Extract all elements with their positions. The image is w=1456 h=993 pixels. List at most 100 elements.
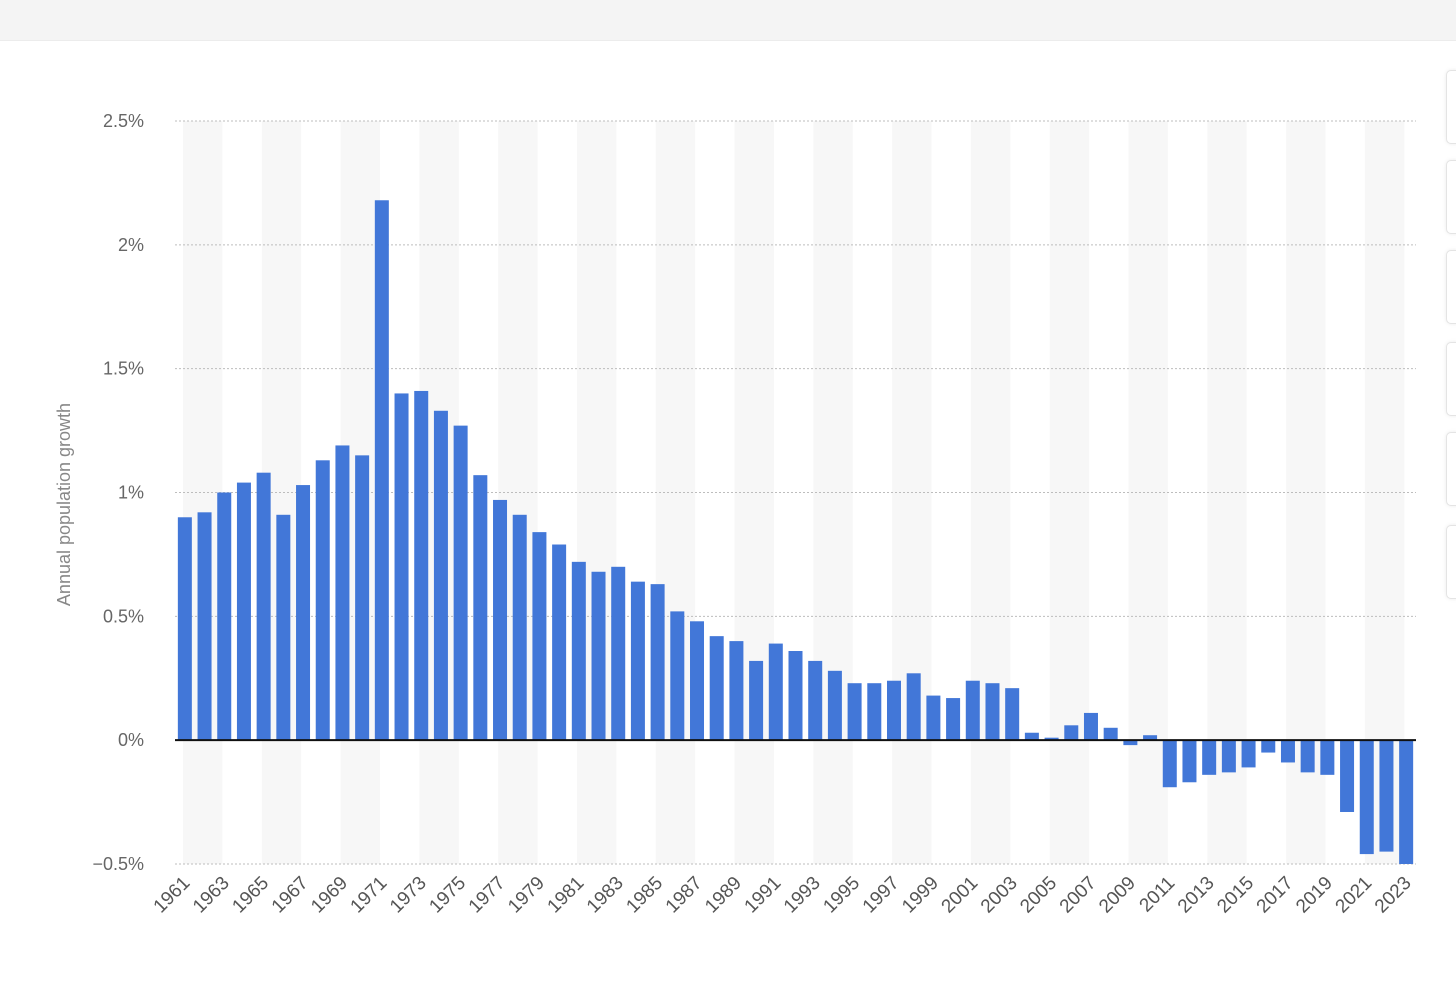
bar	[1221, 740, 1236, 773]
bar	[552, 544, 567, 741]
side-toolbar	[1444, 0, 1456, 993]
bar	[1044, 737, 1059, 741]
bar	[1103, 727, 1118, 741]
y-axis-title: Annual population growth	[54, 403, 74, 606]
bar	[906, 673, 921, 741]
bar	[512, 514, 527, 741]
side-tool-button[interactable]	[1446, 250, 1456, 324]
bar	[630, 581, 645, 741]
bar	[650, 584, 665, 741]
bar	[1123, 740, 1138, 746]
x-tick-label: 1981	[544, 873, 589, 918]
bar	[1399, 740, 1414, 864]
bar	[1379, 740, 1394, 852]
side-tool-button[interactable]	[1446, 160, 1456, 234]
bar	[709, 636, 724, 741]
gridlines	[175, 120, 1416, 865]
bar	[1162, 740, 1177, 788]
x-tick-label: 1987	[662, 873, 707, 918]
bar	[788, 651, 803, 741]
bar	[493, 499, 508, 741]
x-tick-label: 2015	[1213, 873, 1258, 918]
bar	[965, 680, 980, 741]
x-tick-label: 1977	[465, 873, 510, 918]
bar	[611, 566, 626, 741]
bar	[256, 472, 271, 741]
bar	[197, 512, 212, 741]
bar	[1143, 735, 1158, 741]
side-tool-button[interactable]	[1446, 525, 1456, 599]
bar	[236, 482, 251, 741]
y-tick-label: 0%	[118, 730, 144, 750]
y-tick-label: −0.5%	[92, 854, 144, 874]
x-tick-label: 1967	[268, 873, 313, 918]
x-axis-ticks: 1961196319651967196919711973197519771979…	[150, 873, 1416, 918]
bar	[1182, 740, 1197, 783]
x-tick-label: 1961	[150, 873, 195, 918]
side-tool-button[interactable]	[1446, 342, 1456, 416]
bar	[946, 698, 961, 741]
bar	[847, 683, 862, 741]
side-tool-button[interactable]	[1446, 70, 1456, 144]
x-tick-label: 1963	[189, 873, 234, 918]
bar	[926, 695, 941, 741]
bar	[315, 460, 330, 741]
bar	[1083, 712, 1098, 741]
bar	[670, 611, 685, 741]
x-tick-label: 1975	[425, 873, 470, 918]
bar	[276, 514, 291, 741]
x-tick-label: 2023	[1371, 873, 1416, 918]
bar	[355, 455, 370, 741]
bar	[1320, 740, 1335, 775]
y-tick-label: 2.5%	[103, 111, 144, 131]
x-tick-label: 1969	[307, 873, 352, 918]
x-tick-label: 2005	[1016, 873, 1061, 918]
bar	[414, 390, 429, 741]
x-tick-label: 1973	[386, 873, 431, 918]
x-tick-label: 1997	[859, 873, 904, 918]
x-tick-label: 1971	[347, 873, 392, 918]
bar	[1241, 740, 1256, 768]
x-tick-label: 2011	[1136, 873, 1180, 917]
x-tick-label: 2019	[1292, 873, 1337, 918]
bar	[827, 670, 842, 741]
bar	[453, 425, 468, 741]
bar	[1280, 740, 1295, 763]
x-tick-label: 1999	[898, 873, 943, 918]
bar	[1202, 740, 1217, 775]
bar	[1359, 740, 1374, 855]
bar	[473, 475, 488, 741]
bar	[532, 532, 547, 741]
x-tick-label: 1995	[819, 873, 864, 918]
y-tick-label: 1%	[118, 483, 144, 503]
bar	[374, 200, 389, 741]
bar	[394, 393, 409, 741]
bar	[591, 571, 606, 741]
bar	[1005, 688, 1020, 741]
x-tick-label: 1993	[780, 873, 825, 918]
y-tick-label: 2%	[118, 235, 144, 255]
x-tick-label: 2007	[1056, 873, 1101, 918]
x-tick-label: 2013	[1174, 873, 1219, 918]
x-tick-label: 2017	[1253, 873, 1298, 918]
bar	[1340, 740, 1355, 812]
bar	[1261, 740, 1276, 753]
bar	[1024, 732, 1039, 741]
bar	[433, 410, 448, 741]
bar	[768, 643, 783, 741]
bar	[1300, 740, 1315, 773]
bar	[729, 641, 744, 741]
bar	[690, 621, 705, 741]
x-tick-label: 2001	[938, 873, 983, 918]
bar	[886, 680, 901, 741]
x-tick-label: 1985	[622, 873, 667, 918]
top-band	[0, 0, 1456, 41]
x-tick-label: 1965	[228, 873, 273, 918]
bars	[177, 200, 1414, 864]
bar	[867, 683, 882, 741]
bar	[808, 660, 823, 741]
y-tick-label: 1.5%	[103, 359, 144, 379]
side-tool-button[interactable]	[1446, 432, 1456, 506]
x-tick-label: 2009	[1095, 873, 1140, 918]
